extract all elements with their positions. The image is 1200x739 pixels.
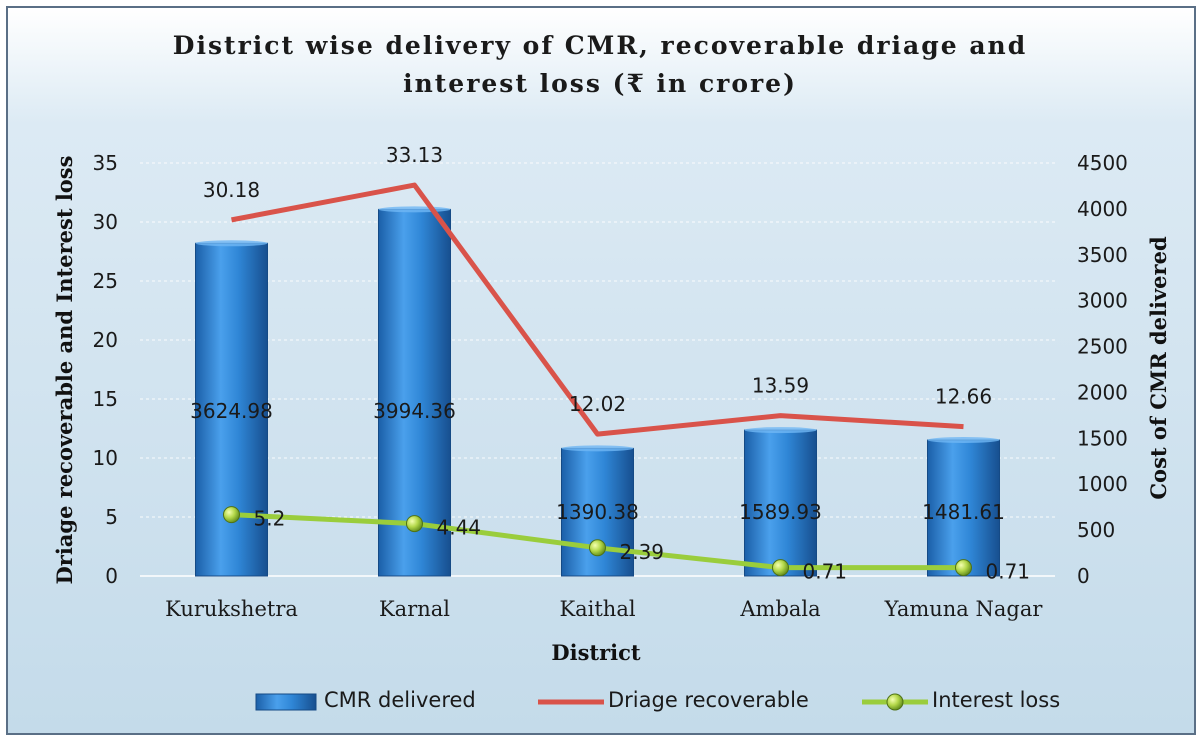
- bar-top-highlight: [378, 206, 451, 213]
- line-driage-recoverable: [231, 182, 964, 437]
- data-label-driage-recoverable: 13.59: [752, 374, 809, 398]
- x-axis-title: District: [551, 640, 641, 665]
- bar-series: [195, 206, 1000, 577]
- axis-ticks: 0 5 10 15 20 25 30 35 0 500 1000 1500 2000 2500 3000 35…: [93, 151, 1128, 621]
- legend-swatch-cmr-delivered: [255, 693, 317, 711]
- y-right-tick-label: 1000: [1077, 472, 1128, 496]
- y-right-tick-label: 500: [1077, 518, 1115, 542]
- y-left-tick-label: 25: [93, 269, 118, 293]
- legend-label-cmr-delivered: CMR delivered: [324, 688, 476, 712]
- marker-interest-loss: [223, 506, 240, 524]
- line-series: [223, 182, 972, 577]
- y-right-tick-label: 3000: [1077, 289, 1128, 313]
- data-label-driage-recoverable: 12.66: [935, 385, 992, 409]
- marker-interest-loss: [955, 559, 972, 577]
- data-label-cmr-delivered: 1589.93: [739, 500, 822, 524]
- data-label-cmr-delivered: 3624.98: [190, 399, 273, 423]
- data-label-driage-recoverable: 12.02: [569, 392, 626, 416]
- data-label-interest-loss: 2.39: [620, 540, 665, 564]
- legend-label-driage-recoverable: Driage recoverable: [608, 688, 809, 712]
- x-tick-label: Ambala: [739, 597, 820, 621]
- y-left-tick-label: 35: [93, 151, 118, 175]
- x-tick-label: Kurukshetra: [165, 597, 298, 621]
- data-label-interest-loss: 4.44: [437, 516, 482, 540]
- chart-title-line-2: interest loss (₹ in crore): [403, 69, 797, 98]
- data-label-cmr-delivered: 3994.36: [373, 399, 456, 423]
- bar-top-highlight: [927, 437, 1000, 444]
- y-right-tick-label: 4000: [1077, 197, 1128, 221]
- y-left-tick-label: 30: [93, 210, 118, 234]
- legend: CMR delivered Driage recoverable Interest …: [255, 688, 1060, 712]
- y-axis-right-title: Cost of CMR delivered: [1146, 236, 1171, 500]
- bar-cmr-delivered: [378, 208, 451, 577]
- y-right-tick-label: 3500: [1077, 243, 1128, 267]
- bar-top-highlight: [195, 240, 268, 247]
- data-label-driage-recoverable: 33.13: [386, 143, 443, 167]
- y-right-tick-label: 0: [1077, 564, 1090, 588]
- y-left-tick-label: 15: [93, 387, 118, 411]
- bar-top-highlight: [561, 445, 634, 452]
- y-left-tick-label: 5: [105, 505, 118, 529]
- marker-interest-loss: [772, 559, 789, 577]
- y-right-tick-label: 4500: [1077, 151, 1128, 175]
- data-label-interest-loss: 0.71: [803, 560, 848, 584]
- data-labels: 3624.98 3994.36 1390.38 1589.93 1481.61 30.18…: [190, 143, 1030, 584]
- bar-top-highlight: [744, 427, 817, 434]
- data-label-cmr-delivered: 1481.61: [922, 500, 1005, 524]
- x-tick-label: Kaithal: [559, 597, 635, 621]
- data-label-driage-recoverable: 30.18: [203, 178, 260, 202]
- legend-label-interest-loss: Interest loss: [932, 688, 1060, 712]
- data-label-interest-loss: 0.71: [986, 560, 1031, 584]
- y-right-tick-label: 2000: [1077, 380, 1128, 404]
- y-left-tick-label: 10: [93, 446, 118, 470]
- legend-marker-interest-loss: [886, 693, 904, 711]
- bar-cmr-delivered: [927, 439, 1000, 577]
- y-right-tick-label: 1500: [1077, 426, 1128, 450]
- marker-interest-loss: [589, 539, 606, 557]
- marker-interest-loss: [406, 515, 423, 533]
- y-axis-left-title: Driage recoverable and Interest loss: [52, 156, 77, 585]
- chart-title-line-1: District wise delivery of CMR, recoverab…: [173, 31, 1027, 60]
- x-tick-label: Karnal: [379, 597, 450, 621]
- x-tick-label: Yamuna Nagar: [884, 597, 1044, 621]
- bar-cmr-delivered: [744, 429, 817, 577]
- y-left-tick-label: 20: [93, 328, 118, 352]
- y-right-tick-label: 2500: [1077, 335, 1128, 359]
- data-label-cmr-delivered: 1390.38: [556, 500, 639, 524]
- y-left-tick-label: 0: [105, 564, 118, 588]
- data-label-interest-loss: 5.2: [254, 507, 286, 531]
